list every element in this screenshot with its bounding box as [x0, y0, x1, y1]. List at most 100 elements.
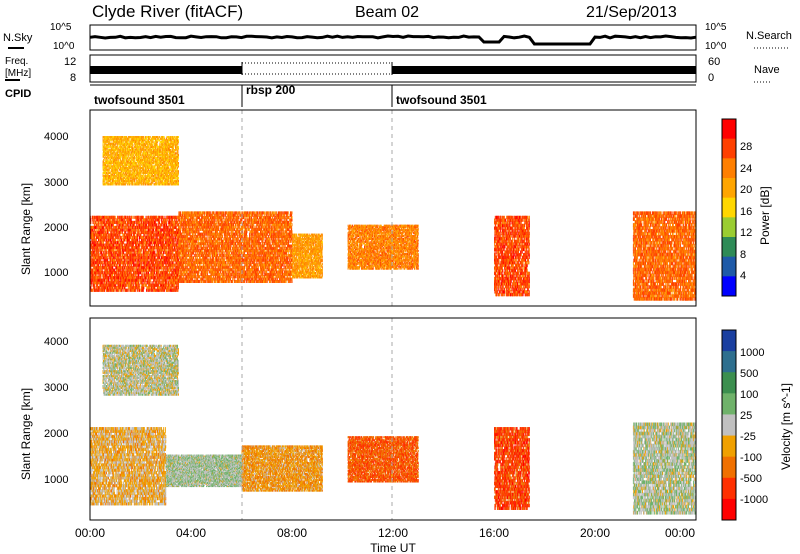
echo-cell [122, 248, 123, 252]
echo-cell [119, 220, 120, 225]
echo-cell [136, 246, 138, 250]
echo-cell [93, 223, 95, 227]
echo-cell [90, 235, 92, 240]
echo-cell [113, 281, 115, 285]
echo-cell [101, 281, 103, 285]
echo-cell [104, 288, 106, 292]
echo-cell [113, 147, 115, 150]
echo-cell [94, 228, 96, 232]
echo-cell [98, 225, 100, 230]
echo-cell [111, 278, 112, 282]
echo-cell [114, 228, 116, 232]
echo-cell [142, 263, 144, 267]
echo-cell [134, 248, 136, 252]
echo-cell [131, 230, 133, 235]
echo-cell [121, 228, 123, 232]
echo-cell [138, 258, 139, 262]
echo-cell [93, 241, 95, 245]
echo-cell [94, 276, 96, 280]
echo-cell [127, 261, 128, 265]
echo-cell [114, 281, 116, 285]
echo-cell [125, 251, 127, 255]
echo-cell [104, 268, 106, 272]
echo-cell [138, 273, 140, 277]
echo-cell [126, 273, 128, 277]
echo-cell [116, 215, 118, 219]
echo-cell [135, 273, 137, 277]
echo-cell [110, 223, 112, 227]
echo-cell [117, 241, 119, 245]
echo-cell [103, 256, 104, 260]
echo-cell [95, 288, 96, 292]
echo-cell [117, 233, 119, 237]
echo-cell [98, 281, 100, 285]
echo-cell [132, 238, 134, 242]
echo-cell [98, 215, 100, 219]
echo-cell [121, 220, 123, 225]
echo-cell [99, 266, 101, 270]
echo-cell [116, 278, 118, 282]
echo-cell [96, 271, 98, 275]
echo-cell [123, 263, 125, 267]
echo-cell [101, 235, 103, 240]
echo-cell [141, 281, 143, 285]
echo-cell [135, 215, 136, 219]
echo-cell [100, 241, 102, 245]
echo-cell [103, 218, 105, 222]
echo-cell [94, 256, 96, 260]
echo-cell [140, 248, 142, 252]
echo-cell [119, 230, 120, 235]
echo-cell [159, 215, 161, 219]
echo-cell [120, 288, 122, 292]
echo-cell [100, 271, 102, 275]
echo-cell [106, 263, 107, 267]
echo-cell [109, 215, 111, 219]
echo-cell [114, 235, 116, 240]
echo-cell [125, 223, 127, 227]
echo-cell [121, 288, 123, 292]
echo-cell [96, 276, 98, 280]
echo-cell [107, 268, 109, 272]
echo-cell [133, 215, 135, 219]
echo-cell [123, 241, 125, 245]
echo-cell [93, 263, 95, 267]
echo-cell [113, 261, 115, 265]
echo-cell [90, 225, 92, 230]
echo-cell [127, 281, 128, 285]
echo-cell [121, 235, 123, 240]
echo-cell [114, 246, 116, 250]
echo-cell [116, 233, 118, 237]
echo-cell [104, 218, 106, 222]
cpid-label: CPID [5, 88, 31, 100]
echo-cell [103, 235, 104, 240]
echo-cell [131, 283, 133, 287]
echo-cell [93, 233, 95, 237]
echo-cell [102, 281, 104, 285]
echo-cell [93, 266, 95, 270]
echo-cell [138, 223, 139, 227]
echo-cell [108, 276, 110, 280]
echo-cell [103, 230, 104, 235]
echo-cell [119, 258, 120, 262]
echo-cell [116, 228, 118, 232]
echo-cell [91, 230, 93, 235]
echo-cell [126, 233, 128, 237]
echo-cell [109, 286, 111, 290]
echo-cell [108, 253, 110, 257]
echo-cell [117, 235, 119, 240]
echo-cell [116, 218, 118, 222]
echo-cell [127, 248, 128, 252]
echo-cell [119, 220, 121, 225]
echo-cell [105, 258, 107, 262]
beam-title: Beam 02 [355, 4, 419, 21]
cpid-segment-2: rbsp 200 [246, 83, 296, 97]
echo-cell [129, 230, 131, 235]
echo-cell [128, 273, 130, 277]
echo-cell [135, 271, 137, 275]
echo-cell [91, 276, 93, 280]
echo-cell [139, 220, 141, 225]
echo-cell [121, 266, 123, 270]
echo-cell [94, 218, 96, 222]
echo-cell [92, 276, 94, 280]
